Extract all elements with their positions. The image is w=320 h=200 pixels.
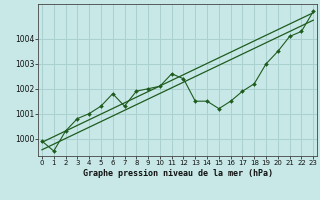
X-axis label: Graphe pression niveau de la mer (hPa): Graphe pression niveau de la mer (hPa): [83, 169, 273, 178]
